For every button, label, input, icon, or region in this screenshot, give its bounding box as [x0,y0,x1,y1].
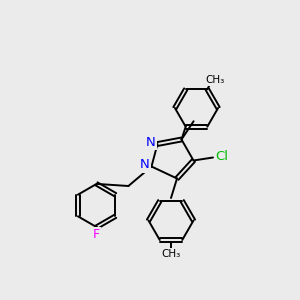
Text: F: F [93,228,100,241]
Text: Cl: Cl [215,149,228,163]
Text: CH₃: CH₃ [206,75,225,85]
Text: N: N [140,158,150,172]
Text: CH₃: CH₃ [161,249,181,259]
Text: N: N [146,136,156,149]
